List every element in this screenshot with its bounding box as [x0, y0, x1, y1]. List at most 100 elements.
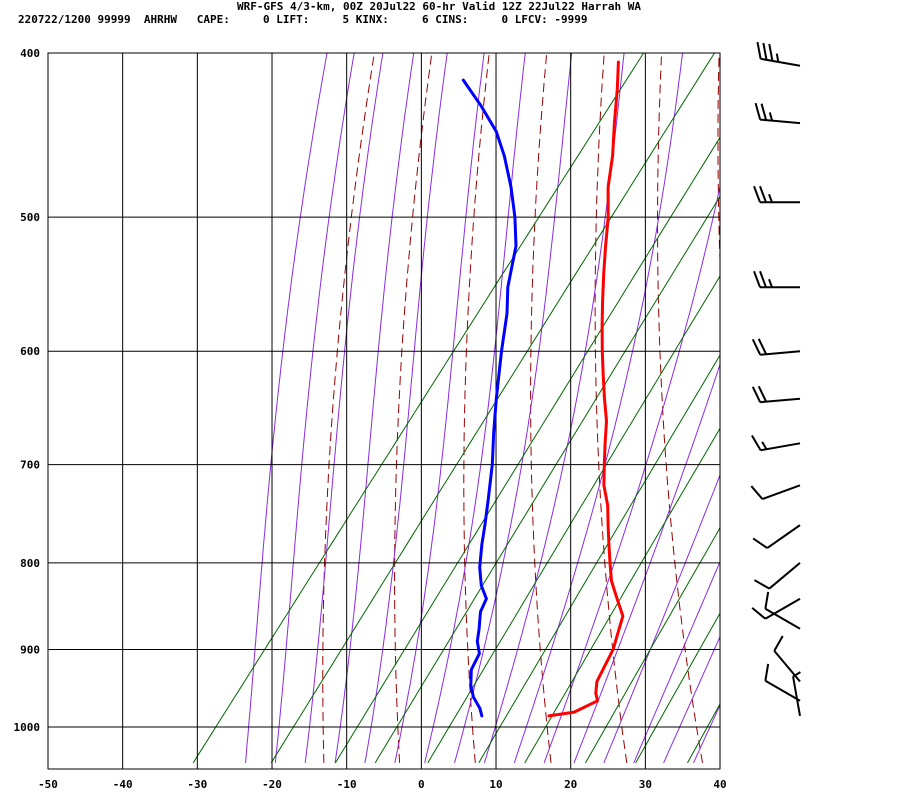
barb-flag [753, 185, 761, 203]
barb-staff [766, 524, 801, 549]
y-tick-label: 500 [20, 211, 40, 224]
barb-staff [760, 397, 801, 404]
mixing-ratio-line [427, 275, 720, 764]
mixing-ratio-line [635, 612, 720, 764]
y-tick-label: 800 [20, 557, 40, 570]
barb-flag [768, 43, 774, 62]
mixing-ratio-line [687, 703, 720, 764]
mixing-ratio-line [192, 53, 645, 764]
grid-lines [47, 52, 721, 770]
moist-adiabat [693, 704, 720, 764]
moist-adiabat [394, 53, 485, 763]
moist-adiabat [603, 473, 720, 764]
barb-flag [759, 270, 767, 288]
x-tick-label: 30 [639, 778, 652, 791]
barb-flag [757, 338, 768, 355]
mixing-ratio-line [524, 427, 720, 764]
wind-barbs [750, 41, 801, 717]
wind-barb [764, 663, 801, 702]
moist-adiabat [483, 53, 625, 764]
barb-staff [760, 350, 801, 356]
barb-staff [760, 118, 801, 125]
barb-flag [753, 579, 770, 590]
wind-barb [751, 597, 801, 620]
moist-adiabat [245, 53, 328, 763]
y-tick-label: 400 [20, 47, 40, 60]
barb-staff [764, 679, 801, 702]
barb-flag [752, 537, 768, 549]
chart-title: WRF-GFS 4/3-km, 00Z 20Jul22 60-hr Valid … [237, 0, 641, 13]
barb-flag [762, 42, 768, 61]
barb-flag [760, 103, 768, 121]
wind-barb [753, 185, 800, 204]
barb-flag [751, 386, 762, 403]
barb-flag [756, 41, 762, 59]
wind-barb [751, 338, 801, 356]
chart-subtitle: 220722/1200 99999 AHRHW CAPE: 0 LIFT: 5 … [18, 13, 588, 26]
mixing-ratio-line [725, 53, 900, 763]
x-tick-label: 10 [489, 778, 502, 791]
x-tick-label: -20 [262, 778, 282, 791]
wind-barb [752, 524, 801, 549]
barb-flag [751, 607, 766, 620]
x-tick-label: 0 [418, 778, 425, 791]
x-tick-label: 20 [564, 778, 577, 791]
dry-adiabat [891, 44, 900, 763]
wind-barb [792, 671, 801, 717]
barb-half-flag [768, 278, 773, 288]
barb-staff [764, 597, 801, 620]
dry-adiabat [322, 53, 375, 763]
barb-flag [764, 591, 770, 609]
dry-adiabat [777, 44, 854, 763]
moist-adiabat [573, 363, 720, 764]
barb-flag [757, 385, 768, 403]
moist-adiabat [364, 53, 448, 763]
mixing-ratio-line [478, 354, 720, 764]
barb-flag [773, 635, 784, 652]
barb-staff [773, 650, 801, 683]
background-lines [192, 44, 900, 764]
moist-adiabat [424, 53, 526, 764]
y-tick-label: 900 [20, 643, 40, 656]
barb-staff [764, 607, 801, 630]
barb-staff [760, 442, 801, 452]
x-tick-label: 40 [713, 778, 726, 791]
barb-flag [764, 663, 770, 681]
barb-staff [760, 57, 801, 67]
wind-barb [754, 102, 801, 125]
mixing-ratio-line [334, 136, 720, 764]
mixing-ratio-line [270, 53, 715, 764]
wind-barb [751, 435, 801, 452]
dry-adiabat [394, 53, 433, 763]
mixing-ratio-line [374, 195, 720, 764]
wind-barb [750, 484, 801, 500]
dewpoint-line [461, 78, 518, 718]
profile-lines [461, 60, 625, 718]
dry-adiabat [530, 53, 552, 763]
barb-flag [754, 102, 762, 120]
barb-flag [753, 270, 761, 288]
temperature-line [547, 60, 625, 718]
moist-adiabat [543, 184, 720, 764]
barb-flag [750, 485, 764, 500]
y-tick-label: 1000 [14, 721, 41, 734]
wind-barb [753, 562, 801, 590]
x-tick-label: -50 [38, 778, 58, 791]
mixing-ratio-line [585, 526, 720, 764]
barb-half-flag [792, 671, 801, 678]
y-tick-label: 700 [20, 459, 40, 472]
barb-half-flag [775, 53, 780, 63]
moist-adiabat [334, 53, 415, 763]
wind-barb [751, 385, 801, 404]
wind-barb [764, 591, 801, 630]
barb-flag [759, 185, 767, 203]
wind-barb [756, 41, 801, 67]
plot-border [47, 52, 721, 770]
barb-staff [762, 484, 801, 500]
barb-flag [751, 435, 762, 451]
barb-staff [792, 676, 801, 717]
moist-adiabat [274, 53, 355, 763]
x-tick-label: -40 [113, 778, 133, 791]
y-tick-label: 600 [20, 345, 40, 358]
